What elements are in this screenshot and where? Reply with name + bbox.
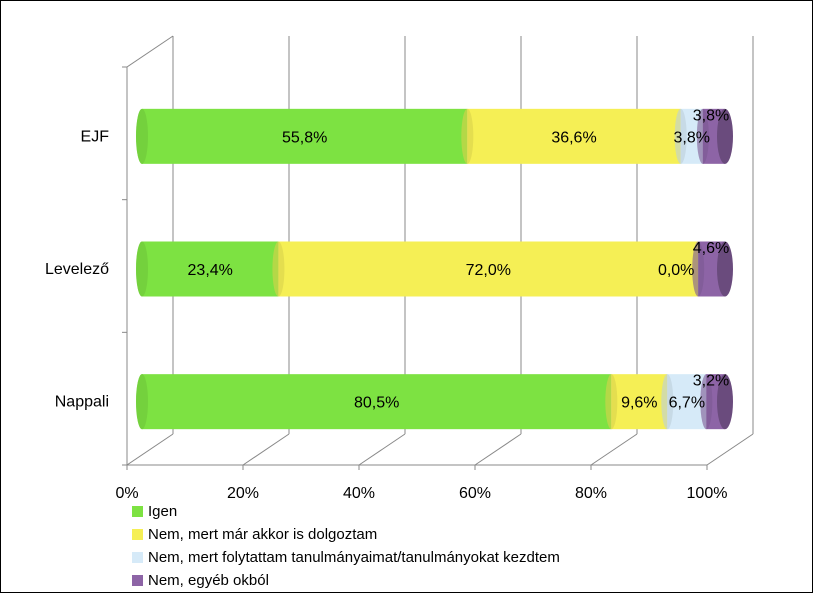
x-tick-label: 20% — [227, 485, 259, 502]
floor-gridline — [126, 433, 174, 466]
legend-label-egyeb: Nem, egyéb okból — [148, 572, 269, 589]
bar-segment — [142, 241, 279, 297]
bar-segment — [467, 108, 681, 164]
floor-gridline — [242, 433, 290, 466]
bar-cap-right — [717, 241, 733, 297]
bar-segment-edge — [461, 108, 474, 164]
legend-item-egyeb: Nem, egyéb okból — [130, 569, 560, 592]
data-label: 3,8% — [674, 129, 710, 146]
legend-swatch-tanulmany — [132, 552, 143, 563]
data-label: 4,6% — [693, 240, 729, 257]
floor-gridline — [590, 433, 638, 466]
bar-segment-edge — [692, 241, 705, 297]
bar-segment-edge — [696, 108, 709, 164]
bar-cap-right — [717, 108, 733, 164]
data-label: 23,4% — [188, 262, 233, 279]
x-tick-label: 60% — [459, 485, 491, 502]
data-label: 6,7% — [669, 395, 705, 412]
category-label: Nappali — [55, 394, 109, 411]
bar-segment — [142, 108, 468, 164]
bar-segment — [142, 374, 612, 430]
legend-item-dolgoztam: Nem, mert már akkor is dolgoztam — [130, 523, 560, 546]
legend-item-tanulmany: Nem, mert folytattam tanulmányaimat/tanu… — [130, 546, 560, 569]
legend: Igen Nem, mert már akkor is dolgoztam Ne… — [130, 500, 560, 592]
floor-gridline — [358, 433, 406, 466]
bar-segment — [611, 374, 668, 430]
bar-segment-edge — [674, 108, 687, 164]
bar-segment — [667, 374, 707, 430]
data-label: 9,6% — [621, 395, 657, 412]
bar-segment-edge — [661, 374, 674, 430]
x-tick-label: 40% — [343, 485, 375, 502]
category-label: EJF — [81, 128, 110, 145]
bar-segment-edge — [700, 374, 713, 430]
x-tick-label: 100% — [687, 485, 728, 502]
bar-cap-right — [717, 374, 733, 430]
legend-swatch-igen — [132, 506, 143, 517]
floor-gridline — [474, 433, 522, 466]
bar-segment — [278, 241, 699, 297]
category-label: Levelező — [45, 261, 109, 278]
data-label: 0,0% — [658, 262, 694, 279]
floor-gridline — [706, 433, 754, 466]
wall-edge — [126, 35, 174, 68]
bar-segment-edge — [136, 108, 148, 164]
data-label: 3,8% — [693, 107, 729, 124]
bar-segment-edge — [136, 241, 148, 297]
bar-segment-edge — [272, 241, 285, 297]
bar-segment-edge — [136, 374, 148, 430]
data-label: 55,8% — [282, 129, 327, 146]
data-label: 72,0% — [466, 262, 511, 279]
legend-swatch-egyeb — [132, 575, 143, 586]
bar-segment — [680, 108, 703, 164]
legend-label-igen: Igen — [148, 503, 178, 520]
x-tick-label: 0% — [115, 485, 138, 502]
legend-swatch-dolgoztam — [132, 529, 143, 540]
bar-segment-edge — [605, 374, 618, 430]
legend-label-dolgoztam: Nem, mert már akkor is dolgoztam — [148, 526, 378, 543]
data-label: 3,2% — [693, 373, 729, 390]
x-tick-label: 80% — [575, 485, 607, 502]
legend-label-tanulmany: Nem, mert folytattam tanulmányaimat/tanu… — [148, 549, 560, 566]
data-label: 36,6% — [551, 129, 596, 146]
legend-item-igen: Igen — [130, 500, 560, 523]
data-label: 80,5% — [354, 395, 399, 412]
